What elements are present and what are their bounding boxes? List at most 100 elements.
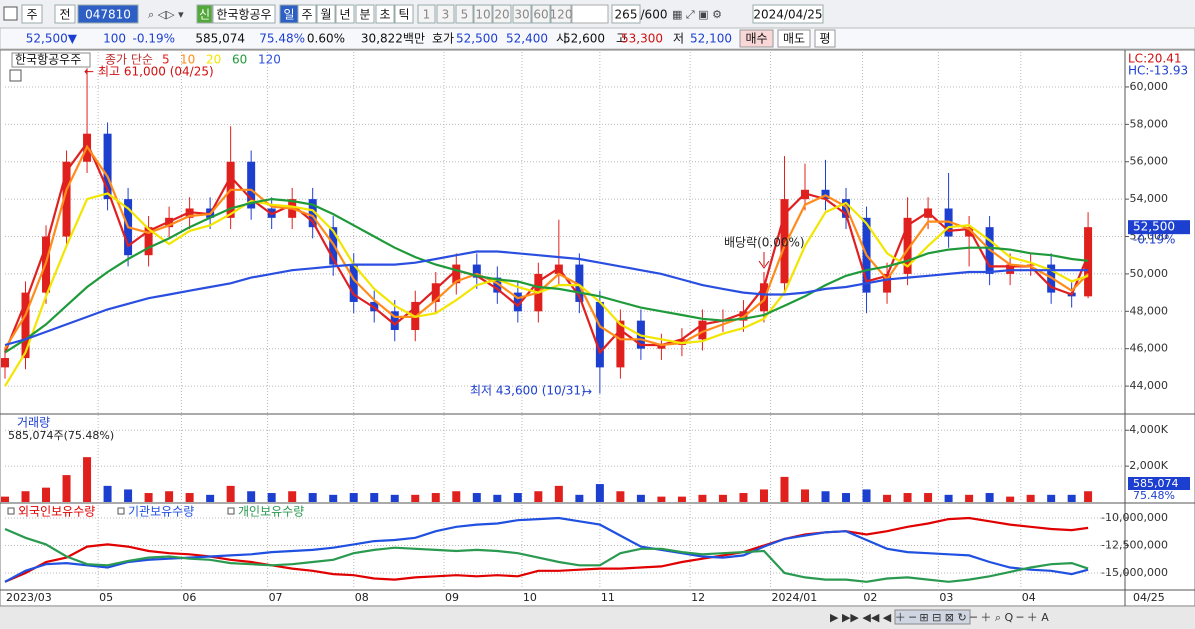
- toolbar-text[interactable]: /600: [641, 8, 668, 22]
- volume-bar: [616, 491, 625, 502]
- volume-bar: [842, 493, 851, 502]
- toolbar-button[interactable]: [394, 4, 414, 24]
- volume-bar: [575, 494, 584, 502]
- lc-label: LC:20.41: [1128, 52, 1181, 66]
- volume-bar: [42, 487, 51, 502]
- candle-body: [308, 199, 317, 228]
- volume-bar: [1047, 494, 1056, 502]
- toolbar-button[interactable]: [436, 4, 455, 24]
- x-tick-label: 2023/03: [6, 591, 52, 604]
- volume-bar: [1006, 496, 1015, 502]
- toolbar-text[interactable]: 60: [533, 8, 548, 22]
- toolbar-text[interactable]: 1: [423, 8, 431, 22]
- x-tick-label: 09: [445, 591, 459, 604]
- toolbar-text[interactable]: 일: [283, 8, 294, 22]
- volume-bar: [657, 496, 666, 502]
- volume-bar: [677, 496, 686, 502]
- candle-body: [493, 277, 502, 293]
- toolbar-button[interactable]: [21, 4, 43, 24]
- quote-field: 52,600: [563, 32, 605, 46]
- volume-bar: [62, 475, 71, 502]
- volume-bar: [288, 491, 297, 502]
- toolbar-button[interactable]: [335, 4, 355, 24]
- volume-bar: [329, 494, 338, 502]
- toolbar-icon: [3, 6, 18, 21]
- y-tick-label: 48,000: [1130, 304, 1169, 317]
- toolbar-text[interactable]: 년: [339, 8, 350, 22]
- order-button[interactable]: [739, 29, 774, 48]
- toolbar-text[interactable]: 분: [359, 8, 370, 22]
- toolbar-text[interactable]: 틱: [398, 8, 409, 22]
- toolbar-text[interactable]: 한국항공우: [216, 8, 271, 22]
- toolbar-button[interactable]: [512, 4, 532, 24]
- toolbar-button[interactable]: [355, 4, 375, 24]
- y-tick-label: -10,000,000: [1101, 511, 1168, 524]
- x-tick-label: 06: [182, 591, 196, 604]
- ma-line: [4, 197, 1089, 354]
- toolbar-button[interactable]: [455, 4, 474, 24]
- scroll-arrow[interactable]: ▶ ▶▶ ◀◀ ◀ ＋ ─ ⊞ ⊟ ⊠ ↻ ─ ＋ ⌕ Q ─ ＋ A: [830, 611, 1049, 624]
- toolbar-button[interactable]: [54, 4, 76, 24]
- volume-bar: [349, 493, 358, 502]
- toolbar-text[interactable]: 주: [26, 8, 37, 22]
- toolbar-text[interactable]: 신: [199, 8, 210, 22]
- ma-line: [4, 527, 1089, 583]
- last-date-label: 04/25: [1133, 591, 1165, 604]
- toolbar-button[interactable]: [492, 4, 512, 24]
- candle-body: [349, 264, 358, 302]
- toolbar-text[interactable]: 047810: [85, 8, 131, 22]
- y-tick-label: 2,000K: [1129, 459, 1168, 472]
- toolbar-button[interactable]: [212, 4, 276, 24]
- toolbar-button[interactable]: [196, 4, 213, 24]
- toolbar-text[interactable]: 120: [550, 8, 573, 22]
- toolbar-button[interactable]: [316, 4, 336, 24]
- y-tick-label: 44,000: [1130, 379, 1169, 392]
- candle-body: [780, 199, 789, 284]
- toolbar-button[interactable]: [752, 4, 824, 24]
- toolbar-button[interactable]: [375, 4, 395, 24]
- toolbar-text[interactable]: 초: [379, 8, 390, 22]
- toolbar-text[interactable]: 전: [59, 8, 70, 22]
- volume-bar: [1, 496, 9, 502]
- toolbar-text[interactable]: 30: [514, 8, 529, 22]
- toolbar-button[interactable]: [550, 4, 572, 24]
- order-button-text[interactable]: 매도: [783, 32, 805, 46]
- order-button-text[interactable]: 평: [819, 32, 830, 46]
- toolbar-text[interactable]: 10: [475, 8, 490, 22]
- quote-field: 75.48%: [259, 32, 305, 46]
- y-tick-label: -15,000,000: [1101, 566, 1168, 579]
- high-annotation: ←: [84, 65, 94, 79]
- chart-title: 한국항공우주: [15, 53, 81, 67]
- toolbar-text[interactable]: 3: [442, 8, 450, 22]
- volume-bar: [698, 494, 707, 502]
- toolbar-button[interactable]: [297, 4, 317, 24]
- volume-rate-text: 75.48%: [1133, 489, 1175, 502]
- order-button-text[interactable]: 매수: [745, 32, 767, 46]
- toolbar-button[interactable]: [473, 4, 493, 24]
- toolbar-button[interactable]: [77, 4, 139, 24]
- high-annotation: 최고 61,000 (04/25): [98, 65, 214, 79]
- toolbar-icons: ⌕ ◁▷ ▾: [148, 8, 184, 21]
- toolbar-button[interactable]: [611, 4, 641, 24]
- volume-bar: [513, 493, 522, 502]
- scroll-thumb[interactable]: [894, 609, 971, 625]
- toolbar-text[interactable]: 2024/04/25: [753, 8, 822, 22]
- order-button[interactable]: [777, 29, 811, 48]
- quote-field: -0.19%: [133, 32, 175, 46]
- toolbar-button[interactable]: [531, 4, 551, 24]
- toolbar-text[interactable]: 주: [301, 8, 312, 22]
- y-tick-label: 50,000: [1130, 267, 1169, 280]
- volume-bar: [431, 493, 440, 502]
- toolbar-text[interactable]: 20: [494, 8, 509, 22]
- ma-line: [4, 516, 1089, 583]
- toolbar-text[interactable]: 265: [615, 8, 638, 22]
- toolbar-text[interactable]: 월: [320, 8, 331, 22]
- toolbar-button[interactable]: [417, 4, 436, 24]
- candle-body: [595, 301, 604, 368]
- toolbar-text[interactable]: 5: [461, 8, 469, 22]
- quote-field: 100: [103, 32, 126, 46]
- x-tick-label: 04: [1022, 591, 1036, 604]
- volume-tag-text: 585,074: [1133, 477, 1179, 490]
- volume-bar: [124, 489, 133, 502]
- order-button[interactable]: [814, 29, 836, 48]
